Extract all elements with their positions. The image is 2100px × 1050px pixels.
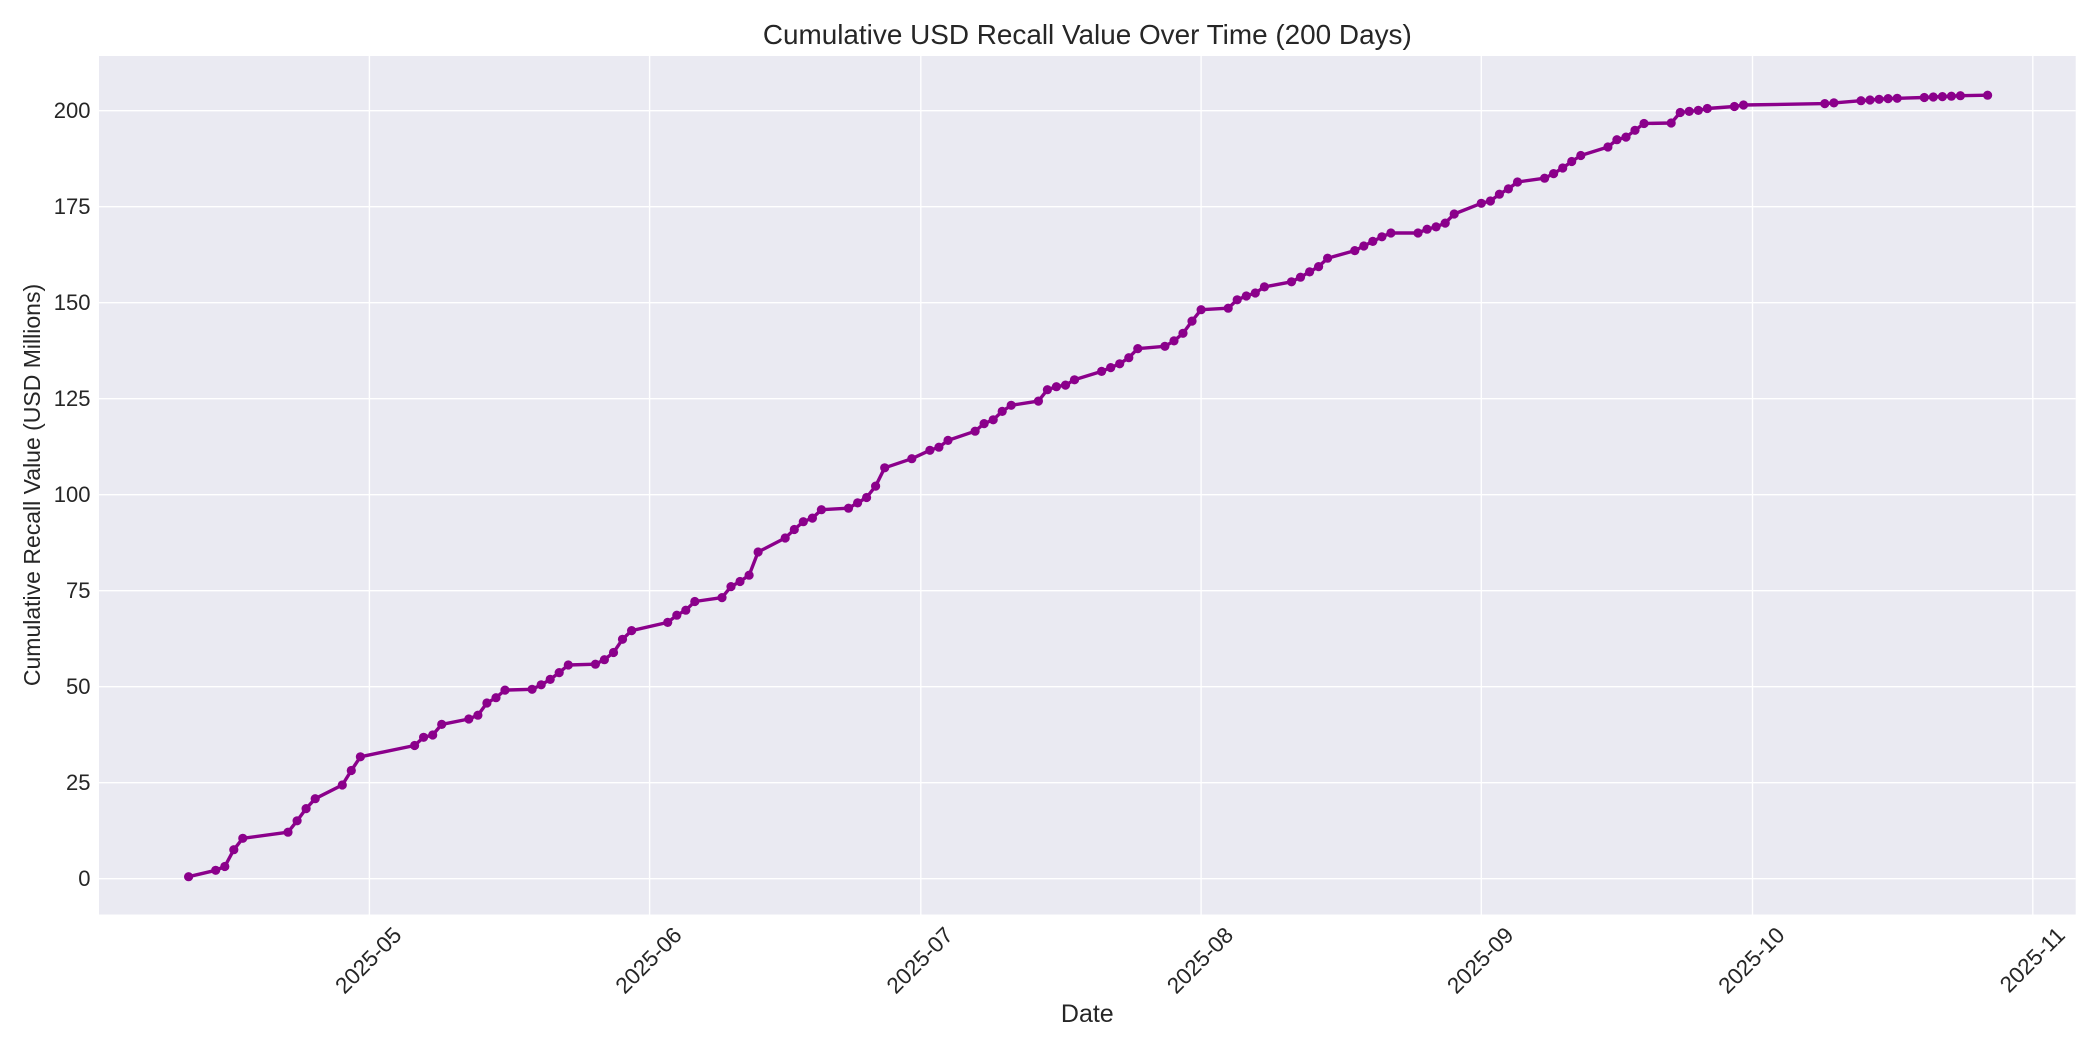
- svg-text:Cumulative Recall Value (USD M: Cumulative Recall Value (USD Millions): [19, 284, 45, 686]
- svg-text:Cumulative USD Recall Value Ov: Cumulative USD Recall Value Over Time (2…: [763, 19, 1412, 50]
- svg-text:50: 50: [66, 674, 90, 699]
- svg-text:125: 125: [54, 386, 91, 411]
- svg-text:0: 0: [78, 866, 90, 891]
- svg-text:150: 150: [54, 290, 91, 315]
- svg-text:25: 25: [66, 770, 90, 795]
- svg-text:100: 100: [54, 482, 91, 507]
- svg-text:75: 75: [66, 578, 90, 603]
- svg-text:175: 175: [54, 194, 91, 219]
- svg-text:Date: Date: [1061, 1000, 1114, 1028]
- svg-text:200: 200: [54, 98, 91, 123]
